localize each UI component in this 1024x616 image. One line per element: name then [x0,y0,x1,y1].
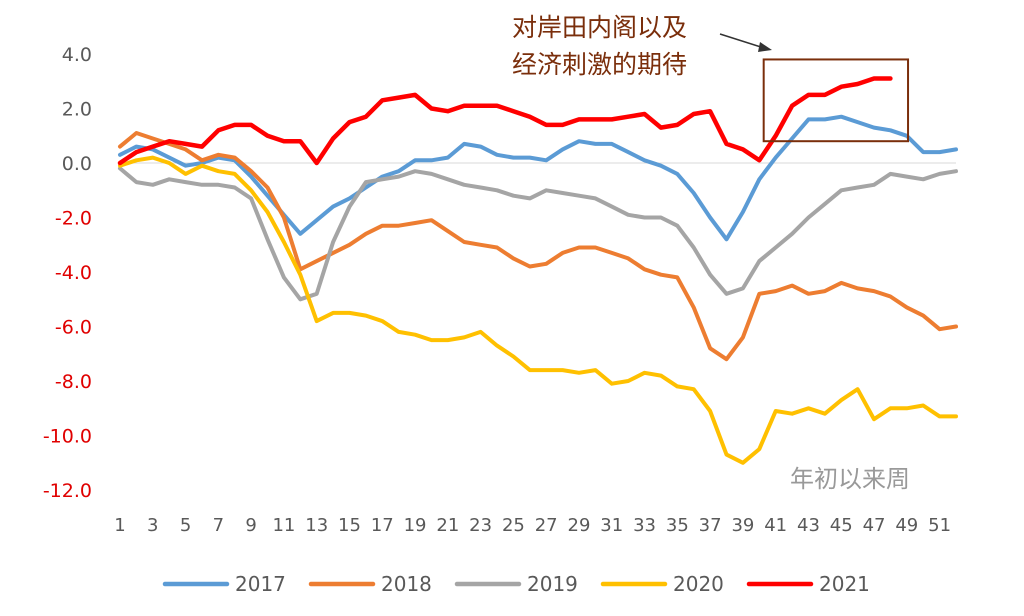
x-tick-label: 27 [535,515,558,536]
annotation-arrow [719,33,765,49]
annotation-line-1: 对岸田内阁以及 [512,13,687,42]
legend-item-2018: 2018 [308,572,432,596]
y-tick-label: -4.0 [55,262,92,284]
series-line-2018 [118,131,958,362]
annotation-box [762,58,910,143]
x-tick-label: 37 [699,515,722,536]
legend-label: 2020 [673,572,724,596]
x-tick-label: 15 [338,515,361,536]
x-tick-label: 31 [600,515,623,536]
y-tick-label: -6.0 [55,317,92,339]
x-axis-label: 年初以来周 [790,465,910,493]
x-tick-label: 39 [731,515,754,536]
series-lines [117,76,958,465]
legend-item-2017: 2017 [162,572,286,596]
series-line-2019 [118,166,958,302]
x-tick-label: 1 [114,515,125,536]
y-tick-label: -2.0 [55,208,92,230]
x-tick-label: 11 [272,515,295,536]
x-tick-label: 45 [830,515,853,536]
annotation: 对岸田内阁以及 经济刺激的期待 [512,13,910,143]
x-tick-label: 49 [895,515,918,536]
x-tick-label: 25 [502,515,525,536]
y-tick-label: -8.0 [55,371,92,393]
legend: 2017 2018 2019 2020 2021 [162,572,870,596]
x-tick-label: 29 [568,515,591,536]
x-tick-label: 41 [764,515,787,536]
legend-label: 2021 [819,572,870,596]
annotation-arrowhead [758,42,772,52]
series-line-2020 [118,155,958,465]
x-tick-label: 17 [371,515,394,536]
y-tick-label: 2.0 [62,99,92,121]
x-tick-label: 5 [180,515,191,536]
series-line-2021 [117,76,893,166]
y-tick-label: -10.0 [43,426,92,448]
legend-label: 2017 [235,572,286,596]
x-tick-label: 47 [863,515,886,536]
y-tick-label: -12.0 [43,480,92,502]
x-tick-label: 51 [928,515,951,536]
x-tick-label: 13 [305,515,328,536]
x-tick-label: 9 [245,515,256,536]
x-axis-ticks: 1 3 5 7 9 11 13 15 17 19 21 23 25 27 29 31 33 35 37 39 41 43 4… [114,515,951,536]
legend-label: 2018 [381,572,432,596]
x-tick-label: 23 [469,515,492,536]
y-axis-ticks: 4.0 2.0 0.0 -2.0 -4.0 -6.0 -8.0 -10.0 -12.0 [43,44,92,502]
legend-item-2019: 2019 [454,572,578,596]
y-tick-label: 0.0 [62,153,92,175]
annotation-line-2: 经济刺激的期待 [512,50,687,79]
legend-item-2021: 2021 [746,572,870,596]
x-tick-label: 21 [436,515,459,536]
x-tick-label: 43 [797,515,820,536]
x-tick-label: 33 [633,515,656,536]
legend-label: 2019 [527,572,578,596]
series-line-2017 [118,114,958,242]
x-tick-label: 35 [666,515,689,536]
x-tick-label: 3 [147,515,158,536]
y-tick-label: 4.0 [62,44,92,66]
x-tick-label: 7 [213,515,224,536]
x-tick-label: 19 [404,515,427,536]
legend-item-2020: 2020 [600,572,724,596]
